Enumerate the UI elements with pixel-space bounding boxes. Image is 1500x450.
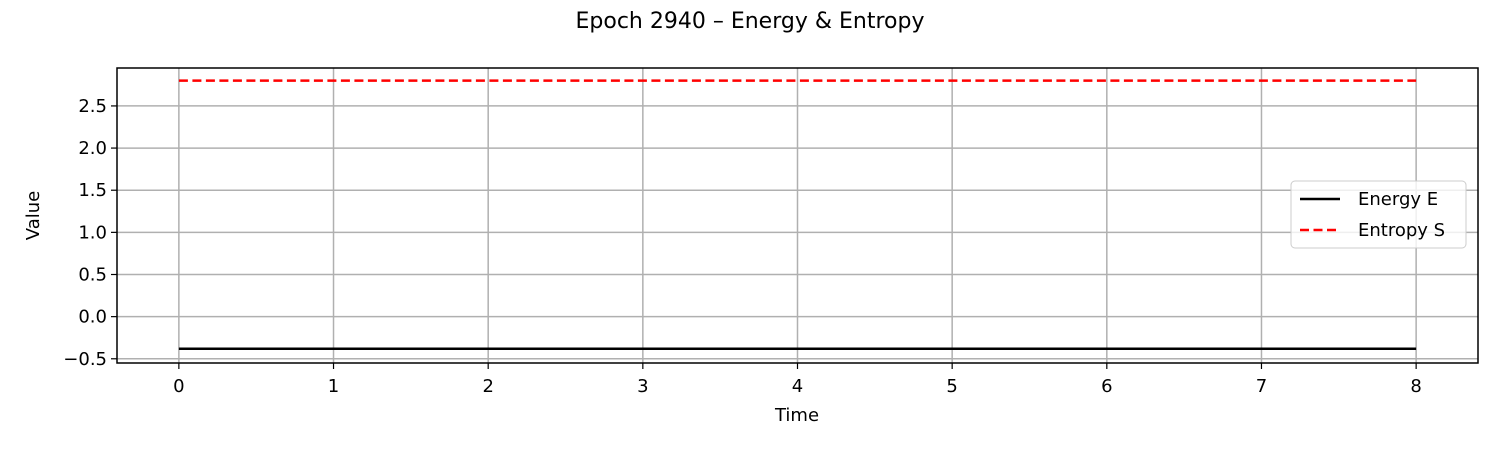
y-tick-label: −0.5	[63, 349, 107, 370]
plot-series	[178, 79, 1417, 350]
grid-lines	[117, 68, 1478, 363]
x-axis: 0 1 2 3 4 5 6 7 8	[173, 363, 1422, 397]
chart-title: Epoch 2940 – Energy & Entropy	[576, 9, 925, 34]
y-tick-label: 2.5	[78, 96, 107, 117]
y-tick-label: 0.5	[78, 265, 107, 286]
x-tick-label: 2	[482, 376, 493, 397]
legend-label-entropy: Entropy S	[1358, 220, 1445, 241]
y-axis-label: Value	[23, 191, 44, 240]
y-tick-label: 1.5	[78, 180, 107, 201]
legend-label-energy: Energy E	[1358, 189, 1438, 210]
x-tick-label: 8	[1410, 376, 1421, 397]
x-tick-label: 4	[792, 376, 803, 397]
x-tick-label: 3	[637, 376, 648, 397]
x-tick-label: 7	[1256, 376, 1267, 397]
y-tick-label: 0.0	[78, 307, 107, 328]
x-tick-label: 5	[946, 376, 957, 397]
y-tick-label: 1.0	[78, 222, 107, 243]
x-tick-label: 6	[1101, 376, 1112, 397]
x-axis-label: Time	[774, 405, 819, 426]
legend: Energy E Entropy S	[1290, 180, 1467, 249]
y-axis: −0.5 0.0 0.5 1.0 1.5 2.0 2.5	[63, 96, 117, 370]
y-tick-label: 2.0	[78, 138, 107, 159]
x-tick-label: 1	[328, 376, 339, 397]
x-tick-label: 0	[173, 376, 184, 397]
